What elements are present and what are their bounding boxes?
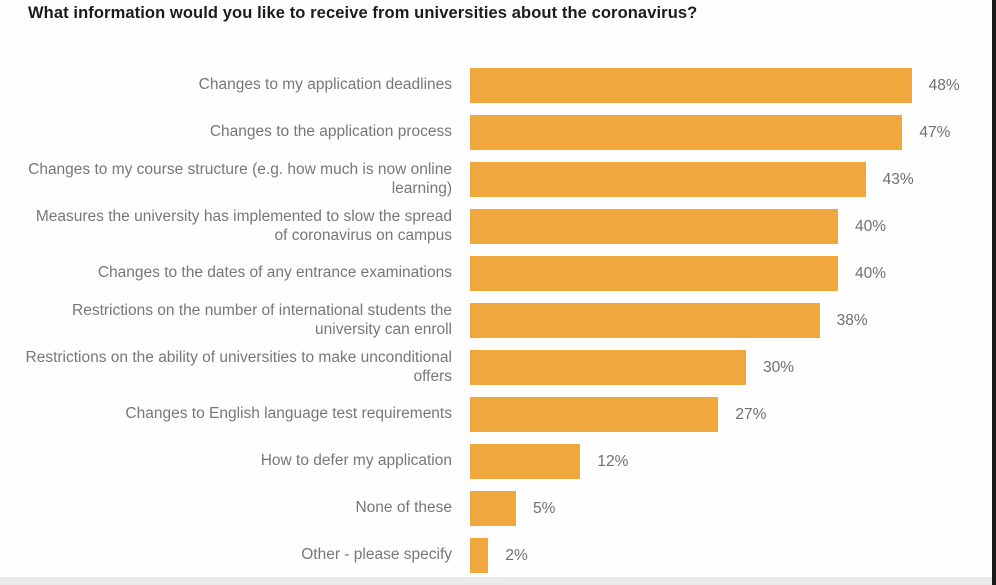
category-label: Changes to the dates of any entrance exa… <box>97 264 452 282</box>
chart-row: Changes to the dates of any entrance exa… <box>0 250 996 297</box>
category-label: Restrictions on the number of internatio… <box>72 301 452 338</box>
bottom-edge-strip <box>0 577 996 585</box>
category-label: None of these <box>355 499 452 517</box>
value-label: 40% <box>855 217 887 235</box>
bar-chart: Changes to my application deadlines 48% Ch… <box>0 62 996 579</box>
bar-track: 43% <box>470 156 996 203</box>
category-label: Changes to the application process <box>209 123 452 141</box>
bar-track: 2% <box>470 532 996 579</box>
bar <box>470 397 719 432</box>
category-label: Changes to my application deadlines <box>198 76 452 94</box>
bar <box>470 209 838 244</box>
bar <box>470 162 866 197</box>
value-label: 27% <box>735 405 767 423</box>
bar-track: 47% <box>470 109 996 156</box>
right-edge-strip <box>992 0 996 585</box>
category-label: Other - please specify <box>301 546 452 564</box>
bar <box>470 303 820 338</box>
bar-track: 40% <box>470 203 996 250</box>
category-label: Changes to my course structure (e.g. how… <box>28 160 452 197</box>
chart-row: Changes to English language test require… <box>0 391 996 438</box>
value-label: 5% <box>533 499 556 517</box>
bar <box>470 491 516 526</box>
bar <box>470 115 903 150</box>
bar <box>470 256 838 291</box>
bar-track: 5% <box>470 485 996 532</box>
category-label: How to defer my application <box>260 452 452 470</box>
chart-row: How to defer my application 12% <box>0 438 996 485</box>
chart-row: Other - please specify 2% <box>0 532 996 579</box>
chart-row: None of these 5% <box>0 485 996 532</box>
bar-track: 30% <box>470 344 996 391</box>
bar-track: 27% <box>470 391 996 438</box>
bar <box>470 538 489 573</box>
chart-row: Measures the university has implemented … <box>0 203 996 250</box>
category-label: Changes to English language test require… <box>125 405 452 423</box>
bar <box>470 444 581 479</box>
chart-row: Changes to my course structure (e.g. how… <box>0 156 996 203</box>
chart-row: Restrictions on the number of internatio… <box>0 297 996 344</box>
bar <box>470 68 912 103</box>
bar-track: 12% <box>470 438 996 485</box>
value-label: 12% <box>597 452 629 470</box>
category-label: Restrictions on the ability of universit… <box>25 348 452 385</box>
chart-title: What information would you like to recei… <box>28 4 698 22</box>
bar-track: 48% <box>470 62 996 109</box>
chart-row: Restrictions on the ability of universit… <box>0 344 996 391</box>
value-label: 40% <box>855 264 887 282</box>
category-label: Measures the university has implemented … <box>35 207 452 244</box>
bar-track: 38% <box>470 297 996 344</box>
chart-row: Changes to the application process 47% <box>0 109 996 156</box>
value-label: 30% <box>763 358 795 376</box>
value-label: 47% <box>919 123 951 141</box>
value-label: 38% <box>836 311 868 329</box>
bar-track: 40% <box>470 250 996 297</box>
chart-row: Changes to my application deadlines 48% <box>0 62 996 109</box>
value-label: 2% <box>505 546 528 564</box>
value-label: 43% <box>882 170 914 188</box>
bar <box>470 350 746 385</box>
value-label: 48% <box>928 76 960 94</box>
